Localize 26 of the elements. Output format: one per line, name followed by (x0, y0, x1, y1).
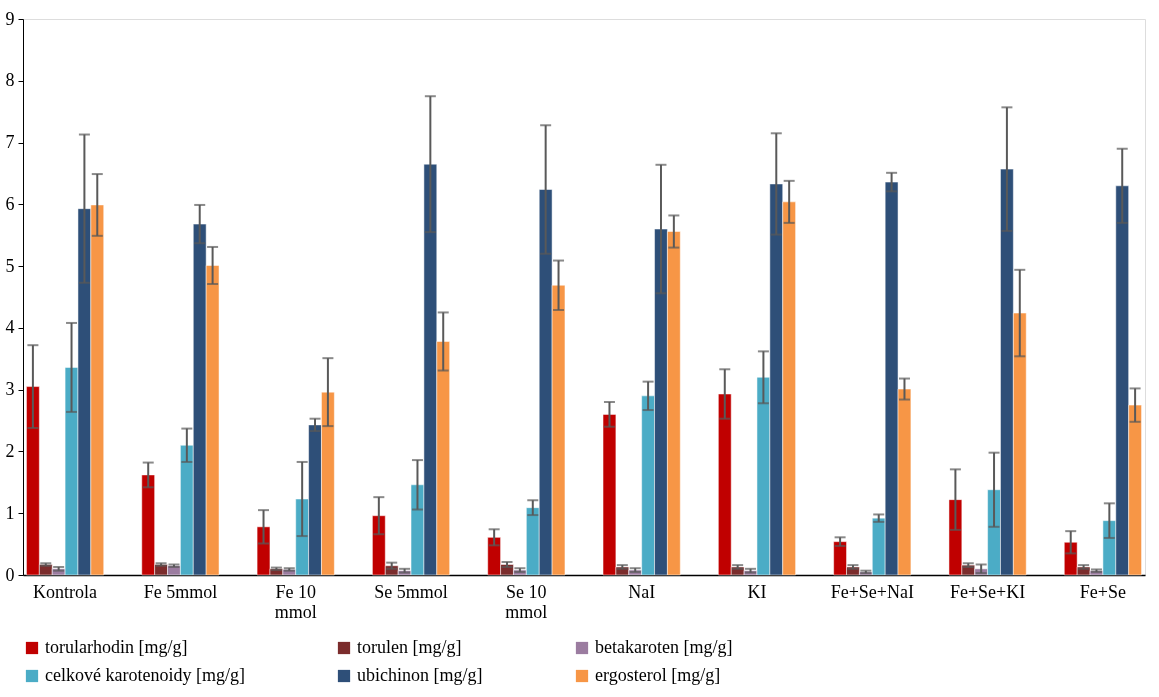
x-tick-label: Se 10 mmol (505, 581, 548, 622)
y-tick-label: 8 (5, 70, 15, 91)
legend-label: betakaroten [mg/g] (595, 637, 733, 657)
x-tick-label: Se 5mmol (374, 581, 448, 602)
x-tick-label: Fe+Se+NaI (830, 581, 914, 602)
legend-label: ubichinon [mg/g] (357, 665, 483, 685)
legend-label: torularhodin [mg/g] (45, 637, 188, 657)
y-tick-label: 7 (5, 132, 15, 153)
x-tick-label: KI (747, 581, 767, 602)
legend-label: celkové karotenoidy [mg/g] (45, 665, 245, 685)
x-tick-label: Fe 5mmol (143, 581, 218, 602)
y-tick-label: 0 (5, 564, 15, 585)
legend-label: torulen [mg/g] (357, 637, 462, 657)
y-tick-label: 1 (5, 502, 15, 523)
x-tick-label: Kontrola (33, 581, 98, 602)
y-tick-label: 3 (5, 379, 15, 400)
legend-label: ergosterol [mg/g] (595, 665, 721, 685)
x-tick-label: Fe+Se (1079, 581, 1126, 602)
x-tick-label: Fe+Se+KI (949, 581, 1026, 602)
x-tick-label: Fe 10 mmol (274, 581, 317, 622)
y-tick-label: 4 (5, 317, 15, 338)
y-tick-label: 2 (5, 440, 15, 461)
x-tick-label: NaI (628, 581, 656, 602)
y-tick-label: 6 (5, 193, 15, 214)
y-tick-label: 5 (5, 255, 15, 276)
y-tick-label: 9 (5, 8, 15, 29)
